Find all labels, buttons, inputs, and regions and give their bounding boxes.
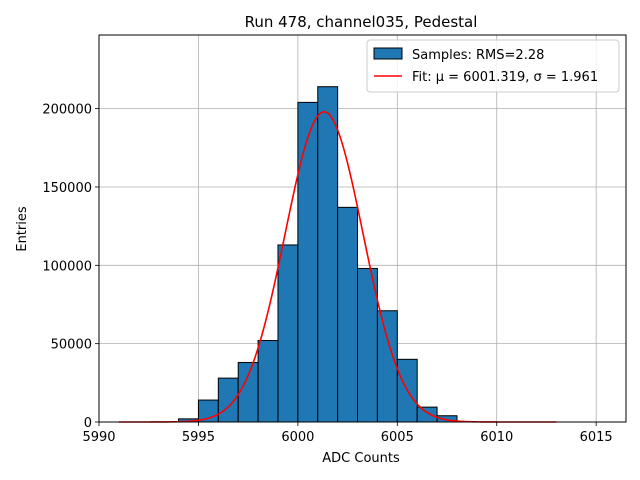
x-tick-label: 5990 [82,430,115,445]
histogram-bar [376,310,398,423]
histogram-bar [277,244,299,423]
histogram-bar [337,206,359,423]
x-tick-label: 6015 [580,430,613,445]
histogram-bar [357,267,378,423]
x-tick-label: 5995 [182,430,215,445]
histogram-bars [178,86,458,423]
legend-swatch-samples [373,47,403,60]
histogram-bar [257,340,279,423]
histogram-bar [416,406,438,423]
legend: Samples: RMS=2.28 Fit: μ = 6001.319, σ =… [366,39,620,93]
y-tick-label: 50000 [51,338,92,353]
y-tick-label: 0 [84,416,92,431]
x-axis-label: ADC Counts [322,451,400,466]
legend-label-samples: Samples: RMS=2.28 [412,48,544,63]
y-axis-label: Entries [15,206,30,252]
legend-box [366,39,620,93]
plot-frame [98,34,627,423]
x-axis-ticks: 5990 5995 6000 6005 6010 6015 [82,422,613,445]
y-tick-label: 100000 [42,259,92,274]
x-tick-label: 6005 [381,430,414,445]
y-tick-label: 150000 [42,181,92,196]
y-tick-label: 200000 [42,103,92,118]
legend-label-fit: Fit: μ = 6001.319, σ = 1.961 [412,70,598,85]
x-tick-label: 6000 [281,430,314,445]
histogram-bar [297,101,319,423]
y-axis-ticks: 0 50000 100000 150000 200000 [42,103,99,431]
histogram-bar [317,86,339,423]
x-tick-label: 6010 [480,430,513,445]
chart-title: Run 478, channel035, Pedestal [245,13,478,31]
histogram-bar [237,361,259,423]
